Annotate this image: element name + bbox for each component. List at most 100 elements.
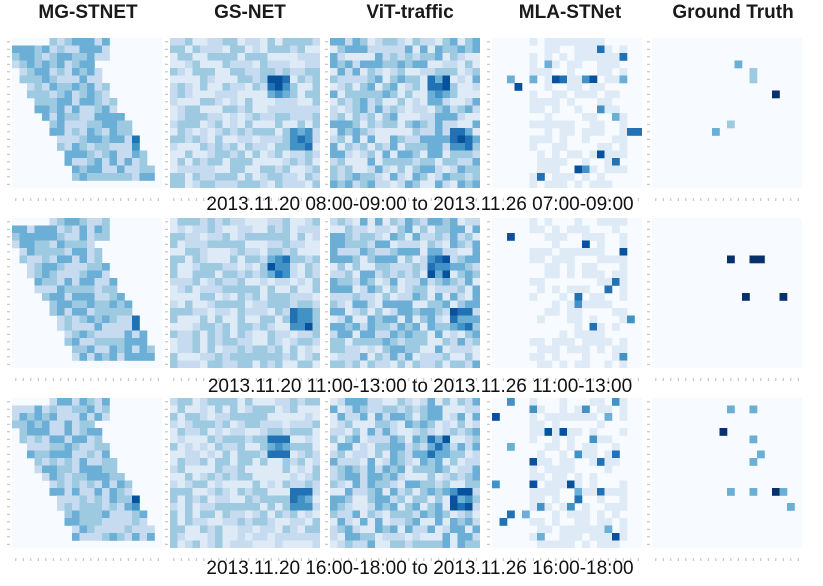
heatmap-cell [345,83,353,91]
heatmap-cell [237,240,246,249]
heatmap-cell [207,345,216,354]
heatmap-cell [375,480,383,489]
heatmap-cell [612,165,620,174]
heatmap-cell [367,90,376,99]
heatmap-cell [345,300,353,309]
heatmap-cell [330,113,338,121]
heatmap-cell [375,360,383,368]
heatmap-cell [420,53,428,61]
heatmap-cell [185,75,193,84]
heatmap-cell [435,75,443,84]
heatmap-cell [170,135,178,144]
heatmap-cell [12,240,20,249]
heatmap-cell [170,113,178,121]
heatmap-cell [330,525,338,534]
heatmap-cell [305,360,313,368]
heatmap-cell [245,503,253,511]
heatmap-cell [200,533,208,541]
heatmap-cell [245,270,253,279]
heatmap-cell [604,503,613,511]
heatmap-cell [282,300,291,309]
heatmap-cell [237,98,246,106]
heatmap-cell [275,45,283,54]
heatmap-cell [49,480,58,489]
heatmap-cell [589,458,598,466]
heatmap-cell [275,255,283,264]
heatmap-cell [412,38,421,46]
heatmap-cell [367,128,376,136]
heatmap-cell [367,398,376,406]
heatmap-cell [457,90,466,99]
heatmap-cell [457,180,466,188]
heatmap-cell [367,60,376,69]
heatmap-cell [604,488,613,496]
heatmap-cell [345,45,353,54]
heatmap-cell [109,488,118,496]
heatmap-cell [87,285,95,294]
heatmap-cell [297,413,306,421]
heatmap-cell [170,518,178,526]
heatmap-cell [330,360,338,368]
heatmap-cell [612,75,620,84]
heatmap-cell [472,158,480,166]
heatmap-cell [267,60,276,69]
heatmap-cell [544,488,553,496]
heatmap-cell [465,525,473,534]
heatmap-cell [390,225,398,234]
heatmap-cell [529,248,538,256]
heatmap-cell [177,300,186,309]
heatmap-cell [170,248,178,256]
heatmap-cell [109,308,118,316]
heatmap-cell [170,420,178,429]
heatmap-cell [260,518,268,526]
heatmap-cell [297,128,306,136]
heatmap-cell [574,75,583,84]
heatmap-cell [260,38,268,46]
heatmap-cell [260,173,268,181]
heatmap-cell [192,405,201,414]
heatmap-cell [207,488,216,496]
heatmap-cell [275,473,283,481]
heatmap-cell [290,428,298,436]
heatmap-cell [275,435,283,444]
heatmap-cell [420,218,428,226]
heatmap-cell [597,180,605,188]
heatmap-cell [222,450,231,459]
heatmap-cell [345,173,353,181]
heatmap-cell [390,413,398,421]
heatmap-cell [192,60,201,69]
heatmap-cell [207,405,216,414]
heatmap-cell [177,135,186,144]
heatmap-cell [237,248,246,256]
heatmap-cell [275,338,283,346]
heatmap-cell [604,518,613,526]
heatmap-cell [382,450,391,459]
heatmap-cell [420,413,428,421]
heatmap-cell [64,255,73,264]
heatmap-cell [352,105,361,114]
heatmap-cell [435,413,443,421]
heatmap-cell [529,458,538,466]
heatmap-cell [390,338,398,346]
heatmap-cell [245,233,253,241]
heatmap-cell [200,53,208,61]
heatmap-cell [442,113,451,121]
heatmap-cell [230,158,238,166]
heatmap-cell [382,308,391,316]
heatmap-cell [330,105,338,114]
heatmap-cell [297,218,306,226]
heatmap-cell [330,518,338,526]
heatmap-cell [222,285,231,294]
heatmap-cell [275,345,283,354]
heatmap-cell [352,450,361,459]
heatmap-cell [297,270,306,279]
heatmap-cell [260,480,268,489]
heatmap-cell [537,165,545,174]
heatmap-cell [192,465,201,474]
heatmap-cell [94,473,103,481]
heatmap-svg [170,398,320,548]
heatmap-cell [582,135,590,144]
heatmap-cell [405,255,413,264]
heatmap-cell [275,218,283,226]
heatmap-cell [465,165,473,174]
